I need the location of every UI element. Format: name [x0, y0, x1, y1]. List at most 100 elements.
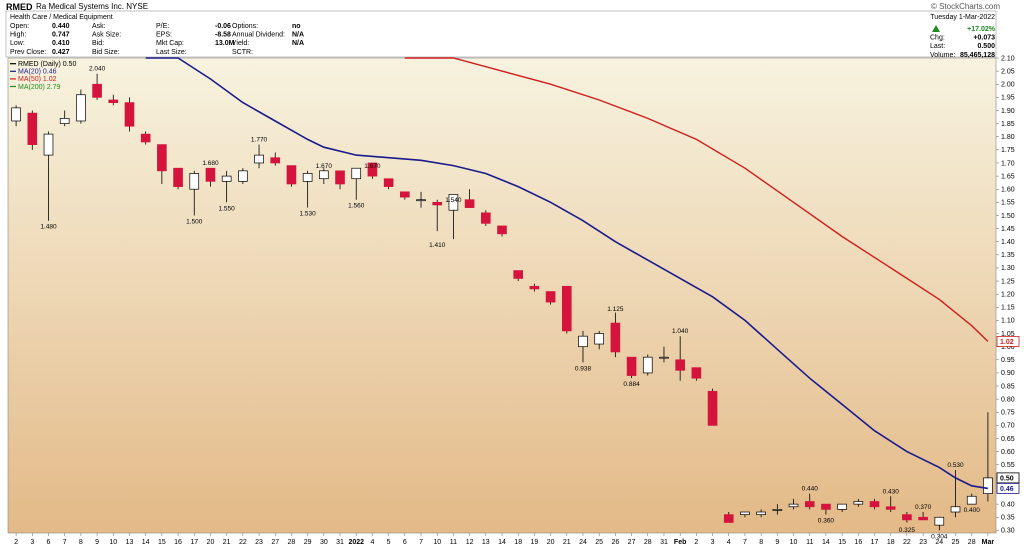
price-annotation: 1.560: [348, 203, 365, 210]
x-tick-label: 27: [628, 539, 636, 546]
x-tick-label: 28: [644, 539, 652, 546]
price-annotation: 1.040: [672, 328, 689, 335]
x-tick-label: 17: [871, 539, 879, 546]
y-tick-label: 1.85: [1001, 121, 1015, 128]
x-tick-label: 24: [579, 539, 587, 546]
candle-body: [513, 270, 524, 279]
x-tick-label: 7: [419, 539, 423, 546]
legend-entry: MA(200) 2.79: [18, 84, 61, 91]
y-tick-label: 0.35: [1001, 515, 1015, 522]
ma50-line: [404, 57, 989, 342]
x-tick-label: 26: [611, 539, 619, 546]
y-tick-label: 1.25: [1001, 278, 1015, 285]
info-key: Mkt Cap:: [156, 40, 184, 47]
y-tick-label: 1.55: [1001, 200, 1015, 207]
y-tick-label: 0.90: [1001, 370, 1015, 377]
x-tick-label: 15: [838, 539, 846, 546]
y-tick-label: 1.95: [1001, 95, 1015, 102]
x-tick-label: 10: [790, 539, 798, 546]
info-key: P/E:: [156, 23, 169, 30]
candle-body: [480, 212, 491, 224]
price-annotation: 1.125: [607, 306, 624, 313]
x-tick-label: 30: [320, 539, 328, 546]
x-tick-label: 25: [952, 539, 960, 546]
candle-body: [189, 173, 200, 190]
price-annotation: 1.670: [316, 163, 333, 170]
info-value: 13.0M: [215, 40, 235, 47]
x-tick-label: 31: [660, 539, 668, 546]
y-tick-label: 0.65: [1001, 436, 1015, 443]
info-key: Ask:: [92, 23, 106, 30]
x-tick-label: 21: [223, 539, 231, 546]
y-tick-label: 1.70: [1001, 160, 1015, 167]
candle-body: [108, 99, 119, 103]
candle-body: [918, 516, 928, 521]
x-tick-label: 18: [887, 539, 895, 546]
x-tick-label: 29: [304, 539, 312, 546]
price-annotation: 1.480: [40, 224, 57, 231]
price-annotation: 2.040: [89, 66, 106, 73]
candle-body: [400, 191, 410, 198]
candle-body: [124, 102, 135, 127]
candle-body: [221, 175, 232, 182]
x-tick-label: 17: [190, 539, 198, 546]
candle-body: [837, 503, 847, 510]
x-tick-label: 3: [30, 539, 34, 546]
price-annotation: 1.500: [186, 218, 203, 225]
up-arrow-icon: [932, 25, 940, 32]
y-tick-label: 1.00: [1001, 344, 1015, 351]
info-key: Bid:: [92, 40, 104, 47]
x-tick-label: 28: [288, 539, 296, 546]
legend-entry: MA(20) 0.46: [18, 69, 57, 76]
x-tick-label: 13: [126, 539, 134, 546]
info-key: Options:: [232, 23, 258, 30]
y-tick-label: 1.50: [1001, 213, 1015, 220]
y-tick-label: 1.15: [1001, 305, 1015, 312]
price-annotation: 0.884: [623, 381, 640, 388]
x-tick-label: 9: [95, 539, 99, 546]
candle-body: [659, 356, 669, 359]
x-tick-label: 3: [711, 539, 715, 546]
y-tick-label: 1.20: [1001, 291, 1015, 298]
x-tick-label: 6: [47, 539, 51, 546]
x-tick-label: 28: [968, 539, 976, 546]
candle-body: [238, 170, 248, 182]
candle-body: [675, 359, 685, 371]
info-value: 0.440: [52, 23, 70, 30]
candle-body: [11, 107, 21, 122]
info-value: 0.427: [52, 49, 70, 56]
x-tick-label: 14: [142, 539, 150, 546]
y-tick-label: 1.30: [1001, 265, 1015, 272]
x-tick-label: 9: [775, 539, 779, 546]
x-tick-label: 6: [403, 539, 407, 546]
x-tick-label: 19: [530, 539, 538, 546]
y-tick-label: 0.75: [1001, 410, 1015, 417]
x-tick-label: 22: [239, 539, 247, 546]
price-annotation: 0.938: [575, 365, 592, 372]
ticker-symbol: RMED: [6, 2, 33, 12]
candle-body: [869, 501, 880, 508]
candle-body: [383, 178, 394, 187]
info-value: no: [292, 23, 301, 30]
x-tick-label: 23: [255, 539, 263, 546]
x-tick-label: 4: [727, 539, 731, 546]
info-key: SCTR:: [232, 49, 253, 56]
sector-label: Health Care / Medical Equipment: [10, 14, 113, 21]
price-annotation: 0.325: [899, 527, 916, 534]
price-annotation: 0.400: [964, 507, 981, 514]
candle-body: [772, 509, 783, 511]
y-tick-label: 1.60: [1001, 187, 1015, 194]
price-annotation: 1.680: [202, 160, 219, 167]
candle-body: [27, 112, 38, 145]
change-percent: +17.02%: [967, 26, 996, 33]
ma20-line: [145, 57, 989, 490]
info-value: 0.410: [52, 40, 70, 47]
y-tick-label: 1.45: [1001, 226, 1015, 233]
x-tick-label: 27: [271, 539, 279, 546]
y-tick-label: 0.80: [1001, 396, 1015, 403]
x-tick-label: 25: [595, 539, 603, 546]
y-tick-label: 0.85: [1001, 383, 1015, 390]
candle-body: [756, 511, 766, 515]
x-tick-label: 8: [79, 539, 83, 546]
candle-body: [351, 167, 362, 180]
